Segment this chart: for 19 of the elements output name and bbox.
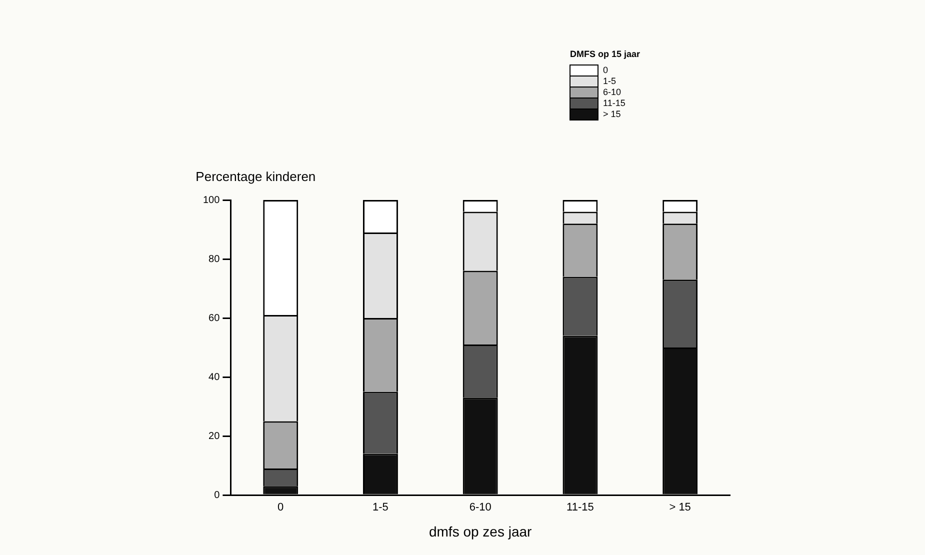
y-tick-label: 60 <box>208 312 220 324</box>
x-tick-label: 0 <box>278 502 284 514</box>
y-tick-label: 40 <box>208 372 220 383</box>
legend-label: > 15 <box>603 108 621 119</box>
legend-label: 0 <box>603 64 608 75</box>
y-tick-label: 100 <box>202 194 220 206</box>
y-tick-label: 0 <box>214 490 220 501</box>
x-axis-title: dmfs op zes jaar <box>428 523 532 540</box>
x-tick-label: 1-5 <box>372 502 388 514</box>
x-tick-label: > 15 <box>669 502 691 514</box>
y-tick-label: 80 <box>208 254 220 265</box>
y-axis-title: Percentage kinderen <box>196 169 316 184</box>
x-tick-label: 11-15 <box>566 502 594 514</box>
y-tick-label: 20 <box>208 430 220 442</box>
x-tick-label: 6-10 <box>469 502 492 514</box>
legend-title: DMFS op 15 jaar <box>570 48 641 59</box>
legend-label: 11-15 <box>603 98 626 108</box>
legend-label: 1-5 <box>603 76 616 86</box>
legend-label: 6-10 <box>603 86 622 97</box>
